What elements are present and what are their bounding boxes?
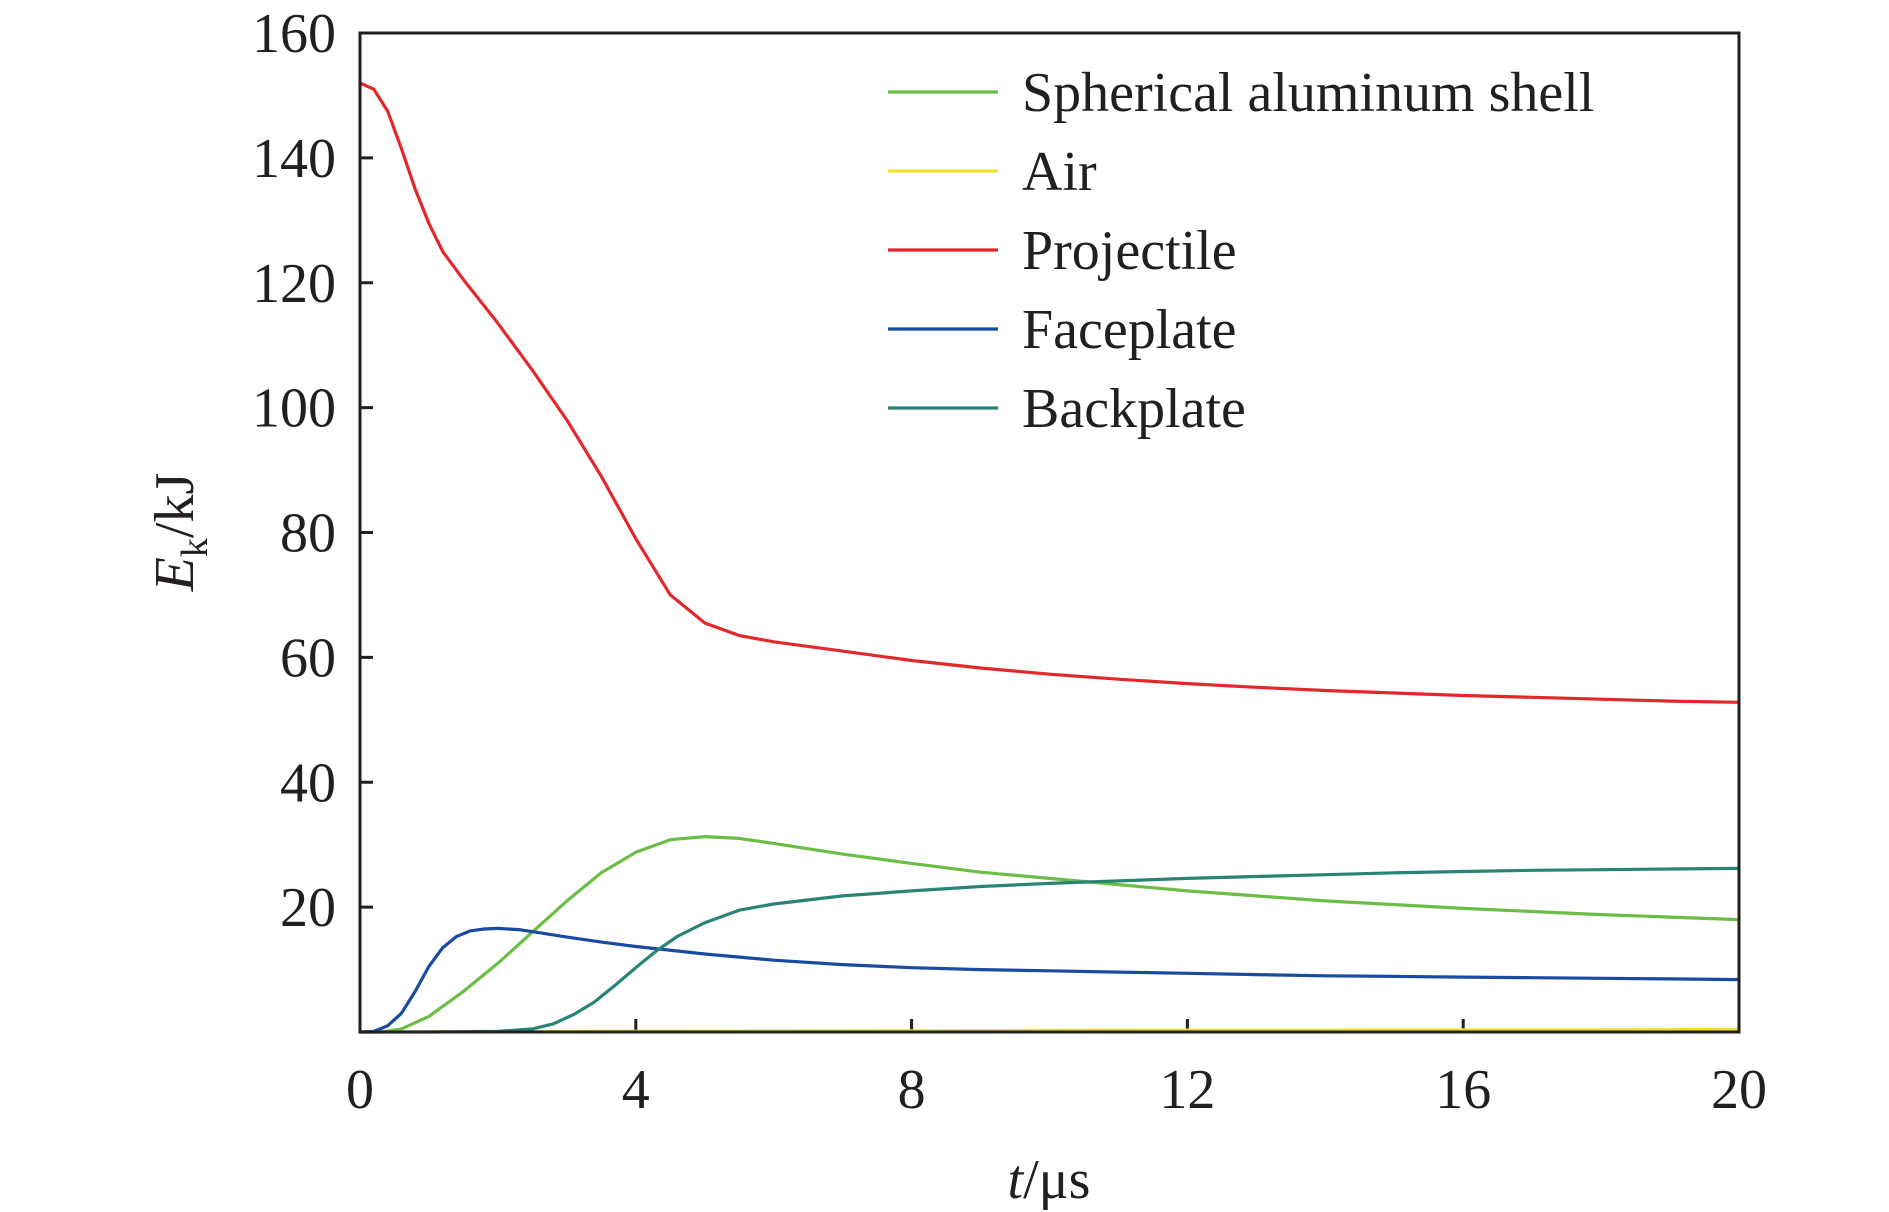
legend: Spherical aluminum shell Air Projectile Fac… [888, 62, 1594, 440]
y-axis-sub: k [174, 538, 216, 557]
y-tick-label: 120 [252, 253, 336, 315]
legend-label-faceplate: Faceplate [1022, 299, 1237, 361]
x-axis-unit: /μs [1023, 1149, 1090, 1211]
y-tick-label: 140 [252, 128, 336, 190]
x-tick-label: 12 [1159, 1059, 1215, 1121]
tick-labels: 0 4 8 12 16 20 20 40 60 80 100 120 140 160 [252, 3, 1767, 1121]
y-tick-label: 40 [280, 752, 336, 814]
plot-series [358, 81, 1741, 1034]
legend-label-spherical-aluminum-shell: Spherical aluminum shell [1022, 62, 1594, 124]
y-axis-label: Ek/kJ [144, 473, 216, 593]
series-line-projectile [358, 81, 1741, 704]
series-line-faceplate [358, 926, 1741, 1034]
y-tick-label: 60 [280, 627, 336, 689]
plot-frame [358, 31, 1741, 1034]
y-axis-var: E [144, 557, 206, 592]
series-line-backplate [358, 866, 1741, 1034]
x-tick-label: 16 [1435, 1059, 1491, 1121]
y-tick-label: 80 [280, 503, 336, 565]
x-tick-label: 20 [1711, 1059, 1767, 1121]
legend-label-projectile: Projectile [1022, 220, 1237, 282]
x-tick-label: 0 [346, 1059, 374, 1121]
x-axis-label: t/μs [1008, 1149, 1091, 1211]
series-line-spherical-aluminum-shell [358, 834, 1741, 1034]
y-tick-label: 100 [252, 378, 336, 440]
y-tick-label: 20 [280, 877, 336, 939]
x-axis-var: t [1008, 1149, 1025, 1211]
legend-label-air: Air [1022, 141, 1097, 203]
y-axis-unit: /kJ [144, 473, 206, 538]
y-tick-label: 160 [252, 3, 336, 65]
x-tick-label: 4 [622, 1059, 650, 1121]
legend-label-backplate: Backplate [1022, 378, 1246, 440]
x-tick-label: 8 [898, 1059, 926, 1121]
